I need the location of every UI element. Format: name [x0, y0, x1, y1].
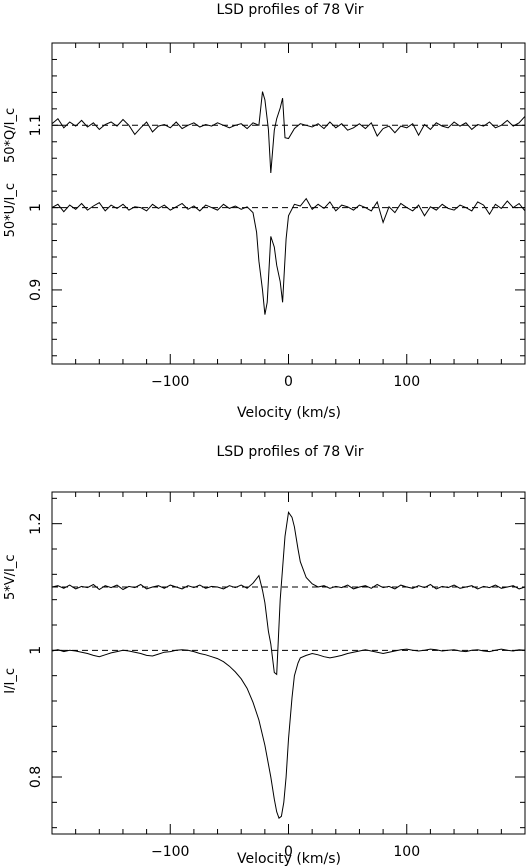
top-y-tick-label: 1.1	[28, 114, 44, 136]
bottom-y-axis-label-lower: I/I_c	[3, 668, 18, 694]
bottom-chart: LSD profiles of 78 Vir −100 0 100 0.811.2 …	[3, 444, 526, 867]
top-y-tick-label: 1	[28, 203, 44, 212]
bottom-x-tick-label: 100	[393, 844, 420, 860]
top-y-tick-labels: 0.9 1 1.1	[28, 114, 44, 301]
bottom-y-tick-label: 0.8	[28, 766, 44, 788]
bottom-x-tick-label: −100	[151, 844, 189, 860]
bottom-y-axis-label-upper: 5*V/I_c	[3, 554, 18, 600]
top-x-tick-label: 0	[284, 374, 293, 390]
top-y-axis-label-lower: 50*U/I_c	[3, 183, 18, 237]
top-ticks	[51, 42, 526, 364]
top-series-group	[51, 91, 526, 315]
bottom-plot-frame	[51, 491, 526, 835]
bottom-reference-lines	[52, 586, 525, 651]
bottom-series-line-1	[51, 510, 526, 676]
bottom-y-tick-labels: 0.8 1 1.2	[28, 513, 44, 789]
bottom-series-group	[51, 510, 526, 820]
bottom-series-line-2	[51, 648, 526, 820]
bottom-y-tick-label: 1	[28, 646, 44, 655]
top-y-axis-label-upper: 50*Q/I_c	[3, 108, 18, 163]
top-y-tick-label: 0.9	[28, 279, 44, 301]
top-plot-frame	[51, 42, 526, 365]
top-x-tick-label: −100	[151, 374, 189, 390]
bottom-y-tick-label: 1.2	[28, 513, 44, 535]
top-chart: LSD profiles of 78 Vir −100 0 100 0.911.1 …	[3, 2, 526, 421]
bottom-x-axis-label: Velocity (km/s)	[237, 851, 341, 867]
bottom-x-tick-label: 0	[284, 844, 293, 860]
top-series-line-1	[51, 91, 526, 174]
top-x-tick-labels: −100 0 100	[151, 374, 420, 390]
top-x-axis-label: Velocity (km/s)	[237, 405, 341, 421]
top-chart-title: LSD profiles of 78 Vir	[216, 2, 363, 18]
bottom-ticks	[51, 492, 526, 834]
top-x-tick-label: 100	[393, 374, 420, 390]
bottom-chart-title: LSD profiles of 78 Vir	[216, 444, 363, 460]
top-series-line-2	[51, 197, 526, 315]
bottom-x-tick-labels: −100 0 100	[151, 844, 420, 860]
